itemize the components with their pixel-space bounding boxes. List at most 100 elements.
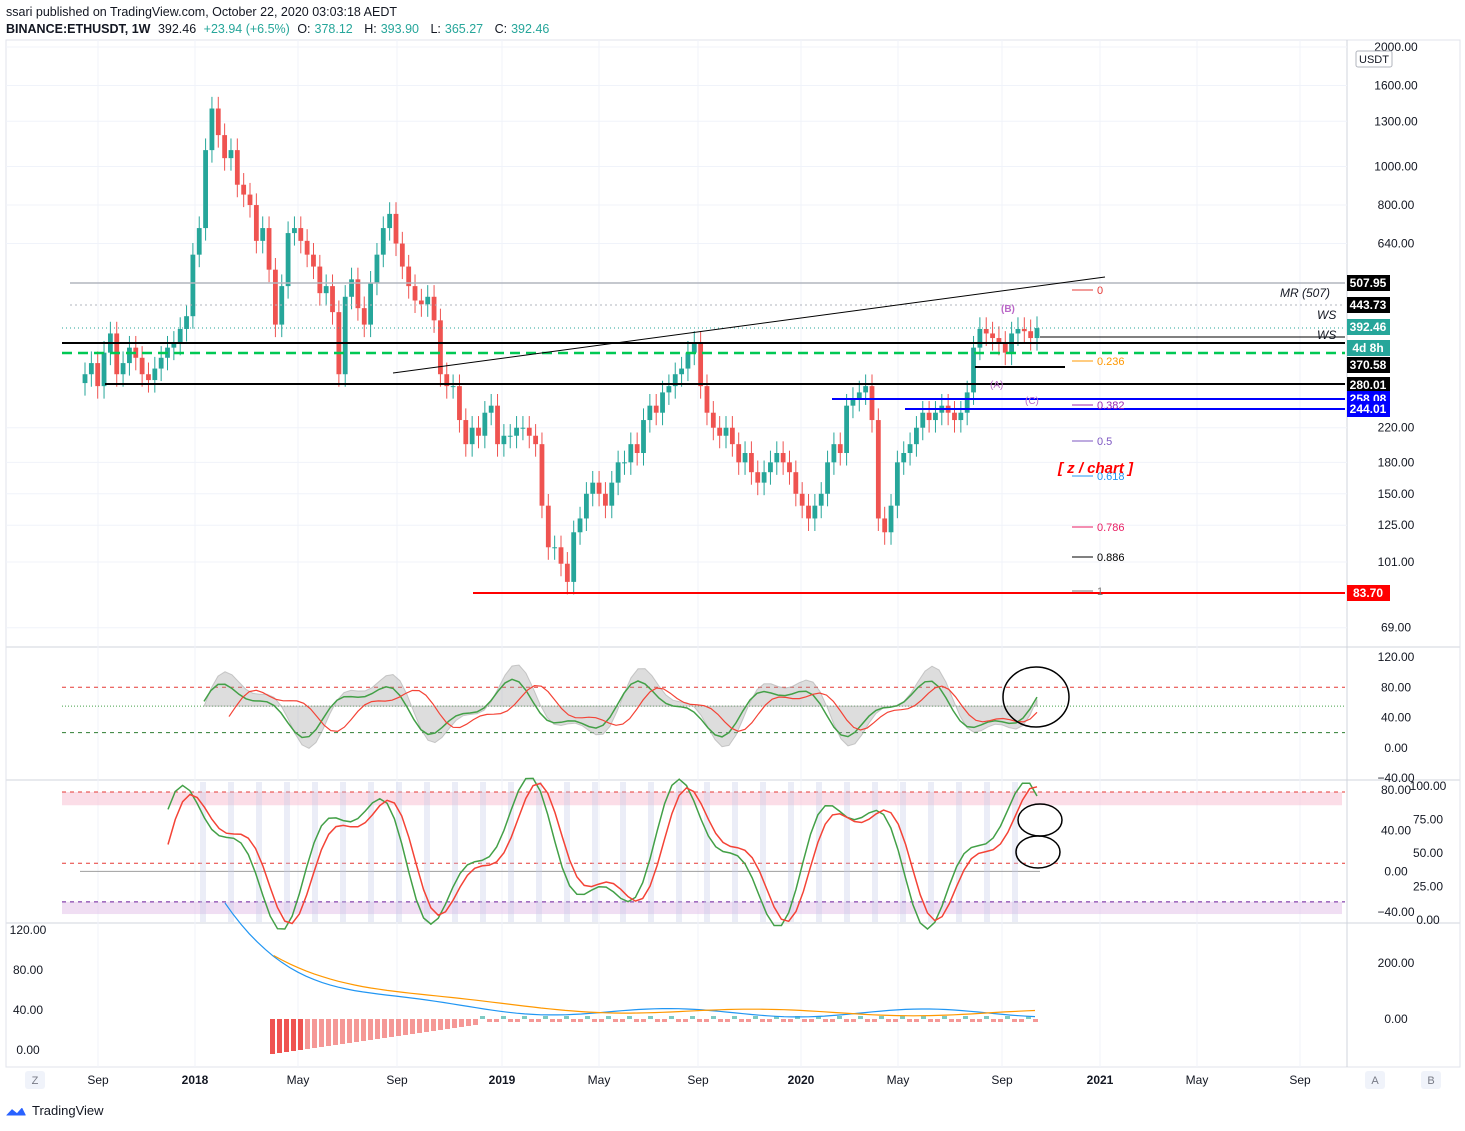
candle-body [469,427,475,445]
macd-histogram-bar [599,1019,604,1022]
candle-body [330,286,335,313]
fib-label: 0.5 [1097,436,1112,448]
candle-body [196,228,202,255]
publish-info: ssari published on TradingView.com, Octo… [6,5,397,19]
macd-histogram-bar [914,1019,919,1022]
hand-drawn-circle-upper [1017,803,1063,837]
macd-histogram-bar [354,1019,359,1042]
macd-histogram-bar [417,1019,422,1033]
z-button[interactable] [25,1071,45,1089]
low-label: L: 365.27 [430,22,484,36]
stoch-bg-bar [928,782,934,922]
wave-b-label: (B) [1001,304,1015,315]
candle-body [990,333,995,339]
b-button[interactable] [1421,1071,1441,1089]
macd-histogram-bar [865,1019,870,1022]
candle-body [850,398,856,406]
stoch-bg-bar [480,782,486,922]
macd-line [224,902,1036,1018]
y-tick-label: 800.00 [1378,198,1415,212]
candle-body [209,108,215,151]
macd-histogram-bar [578,1019,583,1022]
tradingview-footer[interactable]: TradingView [6,1103,104,1118]
macd-left-tick-label: 0.00 [16,1043,40,1057]
candle-body [596,482,602,494]
macd-histogram-bar [564,1016,569,1019]
y-tick-label: 220.00 [1378,421,1415,435]
chart-frame [5,39,1461,1068]
candle-body [253,205,259,241]
macd-histogram-bar [585,1016,590,1019]
macd-histogram-bar [984,1016,989,1019]
candle-body [457,386,462,421]
candle-body [825,462,830,494]
x-tick-label: Sep [687,1073,709,1087]
price-badge-label: 443.73 [1350,298,1387,312]
candle-body [698,342,704,387]
price-badge-label: 370.58 [1350,358,1387,372]
candle-body [393,213,399,244]
candle-body [749,453,754,473]
price-badge [1347,585,1390,601]
candle-body [787,462,792,473]
macd-histogram-bar [613,1019,618,1022]
candle-body [888,505,894,533]
candle-body [342,296,348,375]
macd-histogram-bar [368,1019,373,1040]
candle-body [304,240,310,255]
candle-body [882,518,888,533]
candle-body [755,472,761,483]
macd-histogram-bar [1012,1019,1017,1022]
brand-name: TradingView [32,1103,104,1118]
candle-body [806,505,811,519]
stoch-bg-bar [676,782,682,922]
macd-left-tick-label: 120.00 [10,923,47,937]
candle-body [349,279,354,297]
macd-histogram-bar [389,1019,394,1037]
candle-body [710,412,716,428]
stoch-tick-label: −40.00 [1377,905,1414,919]
symbol-label: BINANCE:ETHUSDT, 1W [6,22,151,36]
candle-body [203,150,208,229]
y-tick-label: 1000.00 [1374,160,1418,174]
candle-body [507,435,513,437]
candle-body [438,320,443,375]
candle-body [501,435,507,445]
x-tick-label: May [1186,1073,1209,1087]
candle-body [88,363,94,375]
macd-histogram-bar [690,1016,695,1019]
candle-body [228,150,234,159]
candle-body [964,392,970,413]
fib-label: 1 [1097,586,1103,598]
macd-histogram-bar [452,1019,457,1028]
candle-body [298,228,304,241]
stoch-right-tick-label: 25.00 [1413,880,1443,894]
stoch-tick-label: 0.00 [1384,864,1408,878]
macd-histogram-bar [508,1019,513,1022]
candle-body [82,374,88,384]
candle-body [241,184,247,195]
macd-histogram-bar [627,1016,632,1019]
ws-annotation: WS [1317,308,1336,322]
stoch-right-tick-label: 0.00 [1416,913,1440,927]
a-button[interactable] [1365,1071,1385,1089]
macd-histogram-bar [655,1019,660,1022]
candle-body [577,518,583,533]
candle-body [583,493,589,519]
candle-body [127,347,132,364]
fib-label: 0.886 [1097,552,1125,564]
macd-histogram-bar [977,1019,982,1022]
price-badge [1347,377,1390,393]
candle-body [723,427,729,436]
candle-body [374,254,380,283]
candles [82,96,1040,595]
chart-header: ssari published on TradingView.com, Octo… [6,4,557,38]
candle-body [1021,328,1027,332]
macd-histogram-bar [739,1019,744,1022]
high-label: H: 393.90 [364,22,419,36]
macd-histogram-bar [424,1019,429,1032]
candle-body [387,213,393,229]
x-tick-label: 2018 [182,1073,209,1087]
candle-body [139,357,145,375]
